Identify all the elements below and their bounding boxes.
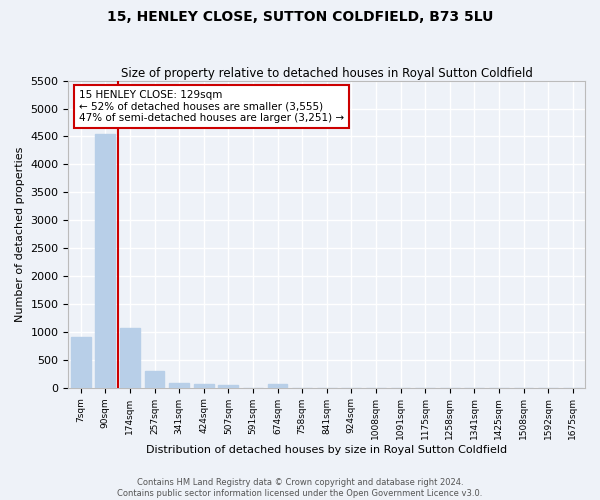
Bar [95, 134, 115, 388]
Text: Contains HM Land Registry data © Crown copyright and database right 2024.
Contai: Contains HM Land Registry data © Crown c… [118, 478, 482, 498]
Title: Size of property relative to detached houses in Royal Sutton Coldfield: Size of property relative to detached ho… [121, 66, 533, 80]
Bar [169, 382, 189, 388]
Bar [120, 328, 140, 388]
X-axis label: Distribution of detached houses by size in Royal Sutton Coldfield: Distribution of detached houses by size … [146, 445, 507, 455]
Bar [218, 384, 238, 388]
Text: 15 HENLEY CLOSE: 129sqm
← 52% of detached houses are smaller (3,555)
47% of semi: 15 HENLEY CLOSE: 129sqm ← 52% of detache… [79, 90, 344, 123]
Bar [268, 384, 287, 388]
Bar [71, 338, 91, 388]
Text: 15, HENLEY CLOSE, SUTTON COLDFIELD, B73 5LU: 15, HENLEY CLOSE, SUTTON COLDFIELD, B73 … [107, 10, 493, 24]
Y-axis label: Number of detached properties: Number of detached properties [15, 146, 25, 322]
Bar [145, 371, 164, 388]
Bar [194, 384, 214, 388]
